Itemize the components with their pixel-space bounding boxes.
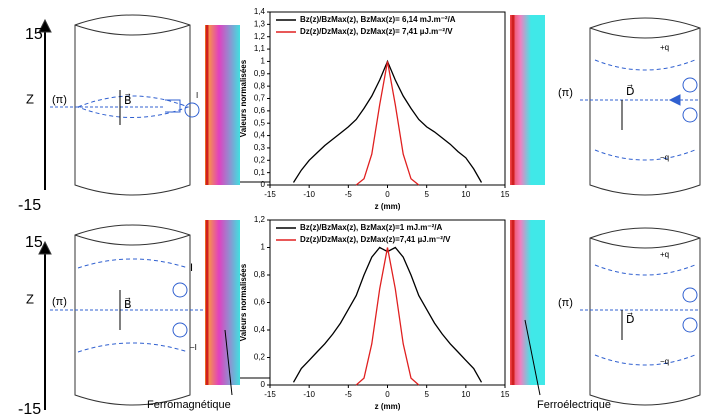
material-label: Ferroélectrique [537, 399, 611, 411]
y-axis-label: Valeurs normalisées [239, 263, 248, 341]
y-tick-label: 0,2 [254, 155, 266, 164]
axis-label: Z [26, 91, 34, 106]
y-tick-label: 1,2 [254, 32, 266, 41]
x-tick-label: -10 [303, 190, 315, 199]
x-tick-label: 5 [424, 390, 429, 399]
y-tick-label: 0,7 [254, 94, 266, 103]
plane-label: (π) [52, 94, 67, 106]
legend-label: Bz(z)/BzMax(z), BzMax(z)= 6,14 mJ.m⁻²/A [300, 15, 456, 24]
x-axis-label: z (mm) [375, 402, 401, 411]
series-line [292, 246, 483, 383]
y-tick-label: 0,2 [254, 353, 266, 362]
y-tick-label: 1 [261, 57, 266, 66]
y-tick-label: 0,4 [254, 325, 266, 334]
axis-max: 15 [25, 26, 43, 43]
vector-label: D⃗ [626, 84, 634, 98]
axis-max: 15 [25, 234, 43, 251]
y-tick-label: 0,9 [254, 69, 266, 78]
y-tick-label: 1,3 [254, 19, 266, 28]
y-tick-label: 0 [261, 380, 266, 389]
current: I [196, 91, 198, 100]
y-tick-label: 0,3 [254, 143, 266, 152]
vector-label: B⃗ [124, 297, 132, 311]
x-axis-label: z (mm) [375, 202, 401, 211]
x-tick-label: 15 [501, 190, 510, 199]
x-tick-label: -5 [345, 390, 353, 399]
y-tick-label: 1,1 [254, 44, 266, 53]
legend-label: Dz(z)/DzMax(z), DzMax(z)= 7,41 µJ.m⁻²/V [300, 27, 453, 36]
diagram-labels: 15 Z -15 15 Z -15 (π) (π) (π) (π) B⃗ B⃗ … [18, 26, 669, 418]
y-axis-label: Valeurs normalisées [239, 59, 248, 137]
y-tick-label: 0,4 [254, 131, 266, 140]
x-tick-label: -5 [345, 190, 353, 199]
y-tick-label: 0,5 [254, 118, 266, 127]
axis-label: Z [26, 291, 34, 306]
plot-frame [269, 11, 506, 186]
plane-label: (π) [52, 296, 67, 308]
x-tick-label: -10 [303, 390, 315, 399]
x-tick-label: -15 [264, 190, 276, 199]
axis-min: -15 [18, 401, 41, 418]
x-tick-label: 10 [461, 390, 470, 399]
x-tick-label: 15 [501, 390, 510, 399]
y-tick-label: 0,1 [254, 168, 266, 177]
y-tick-label: 0,6 [254, 106, 266, 115]
y-tick-label: 0,6 [254, 298, 266, 307]
y-tick-label: 1,4 [254, 7, 266, 16]
vector-label: B⃗ [124, 93, 132, 107]
series-line [355, 247, 420, 386]
charge: −q [660, 153, 669, 162]
current: I [190, 262, 193, 274]
x-tick-label: 0 [385, 390, 390, 399]
plane-label: (π) [558, 297, 573, 309]
series-line [355, 61, 420, 186]
y-tick-label: 0,8 [254, 81, 266, 90]
x-tick-label: 0 [385, 190, 390, 199]
plane-label: (π) [558, 87, 573, 99]
vector-label: D⃗ [626, 312, 634, 326]
x-tick-label: -15 [264, 390, 276, 399]
diagram-shapes [38, 14, 701, 410]
material-label: Ferromagnétique [147, 399, 231, 411]
y-tick-label: 0,8 [254, 270, 266, 279]
charge: −q [660, 357, 669, 366]
y-tick-label: 1 [261, 243, 266, 252]
current: −I [190, 343, 197, 352]
legend-label: Dz(z)/DzMax(z), DzMax(z)=7,41 µJ.m⁻²/V [300, 235, 451, 244]
y-tick-label: 1,2 [254, 215, 266, 224]
x-tick-label: 5 [424, 190, 429, 199]
axis-min: -15 [18, 197, 41, 214]
legend-label: Bz(z)/BzMax(z), BzMax(z)=1 mJ.m⁻²/A [300, 223, 442, 232]
y-tick-label: 0 [261, 180, 266, 189]
x-tick-label: 10 [461, 190, 470, 199]
charge: +q [660, 250, 669, 259]
charge: +q [660, 43, 669, 52]
plot-frame [269, 219, 506, 386]
